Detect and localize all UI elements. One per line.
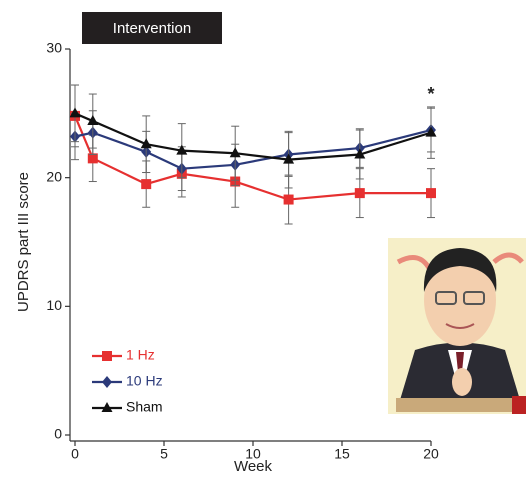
x-tick-label: 5 (160, 446, 168, 462)
legend-marker (102, 351, 112, 361)
banner-box (82, 12, 222, 44)
marker (69, 107, 81, 118)
x-tick-label: 15 (334, 446, 350, 462)
x-tick-label: 10 (245, 446, 261, 462)
annotation: * (427, 84, 434, 104)
x-axis-label: Week (234, 458, 273, 475)
marker (87, 115, 99, 126)
marker (141, 179, 152, 190)
banner: Intervention (113, 20, 191, 37)
marker (87, 153, 98, 164)
marker (426, 188, 436, 199)
y-tick-label: 30 (46, 40, 62, 56)
x-tick-label: 20 (423, 446, 439, 462)
line (73, 115, 431, 201)
marker (176, 144, 188, 155)
line (74, 112, 432, 161)
y-tick-label: 0 (54, 426, 62, 442)
legend-marker (102, 376, 112, 388)
marker (283, 194, 294, 205)
y-tick-label: 20 (46, 168, 62, 184)
marker (354, 188, 365, 199)
series (69, 84, 437, 189)
marker (425, 126, 437, 137)
caricature (388, 238, 526, 414)
series (70, 107, 436, 192)
legend-label: 1 Hz (126, 347, 155, 363)
y-axis-label: UPDRS part III score (15, 172, 32, 312)
marker (354, 148, 366, 159)
legend-label: 10 Hz (126, 373, 163, 389)
marker (140, 138, 152, 149)
x-tick-label: 0 (71, 446, 79, 462)
legend-marker (101, 402, 113, 412)
line (74, 128, 432, 170)
marker (229, 147, 241, 158)
marker (283, 153, 295, 164)
legend-label: Sham (126, 399, 163, 415)
y-tick-label: 10 (46, 297, 62, 313)
